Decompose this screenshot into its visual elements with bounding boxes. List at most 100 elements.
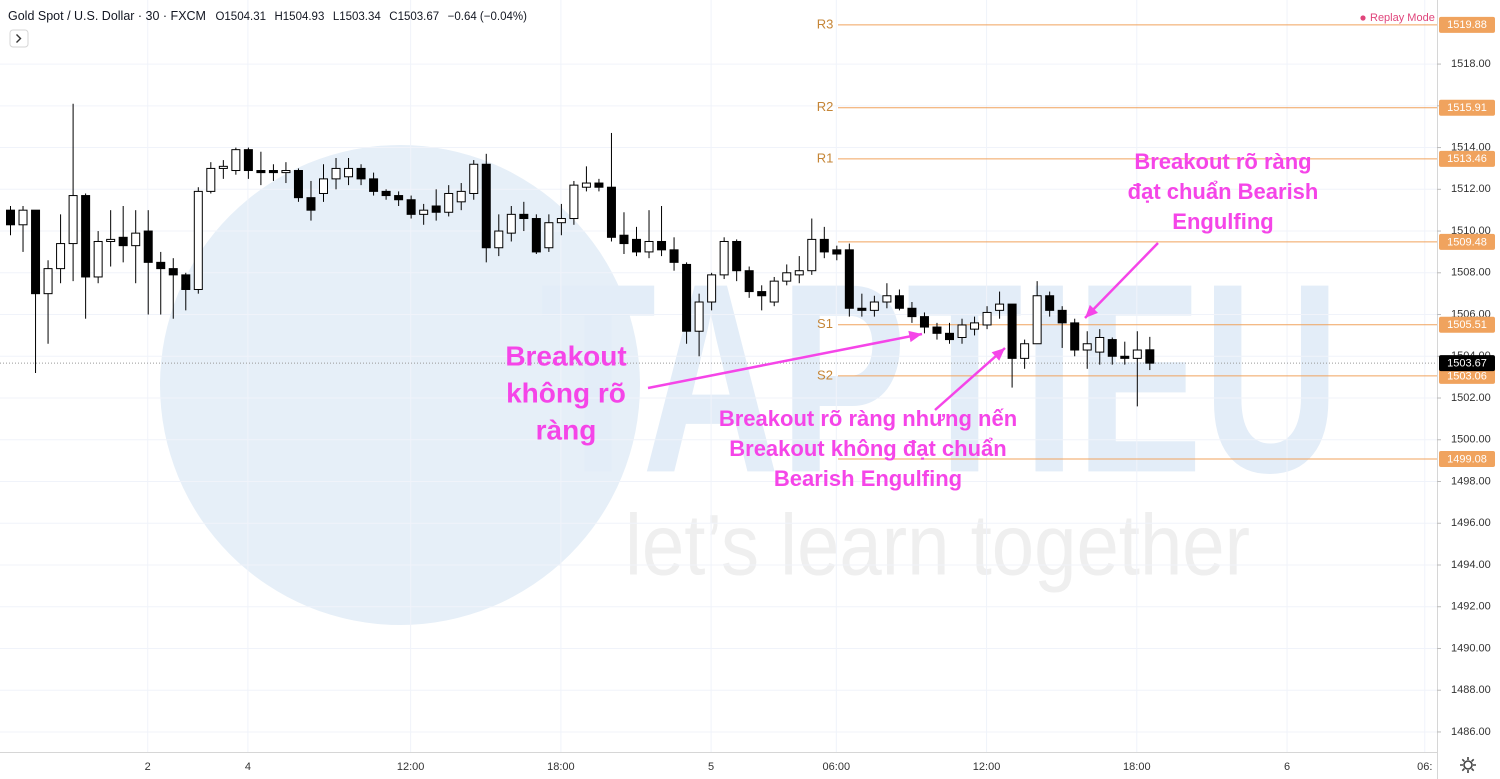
candle-body bbox=[606, 186, 616, 238]
x-tick-label: 18:00 bbox=[1123, 761, 1151, 773]
candle-body bbox=[569, 184, 579, 220]
collapse-button[interactable] bbox=[9, 29, 29, 48]
symbol-title: Gold Spot / U.S. Dollar · 30 · FXCM bbox=[8, 9, 206, 23]
candle-body bbox=[769, 280, 779, 303]
candle-body bbox=[957, 324, 967, 338]
x-tick-label: 5 bbox=[708, 761, 714, 773]
annotation-arrowhead bbox=[908, 330, 922, 343]
candle-body bbox=[832, 249, 842, 255]
level-price-label: 1513.46 bbox=[1447, 153, 1487, 165]
candle-body bbox=[256, 170, 266, 174]
ohlc-high: H1504.93 bbox=[274, 11, 324, 23]
level-price-tag bbox=[1439, 150, 1495, 167]
candle-body bbox=[1057, 309, 1067, 324]
candles bbox=[6, 103, 1155, 407]
annotation-text: Bearish Engulfing bbox=[774, 466, 962, 491]
candle-body bbox=[344, 167, 354, 178]
candle-body bbox=[657, 240, 667, 251]
candle-body bbox=[506, 213, 516, 234]
candle-body bbox=[31, 209, 41, 295]
y-tick-label: 1502.00 bbox=[1451, 392, 1491, 404]
annotation-arrowhead bbox=[991, 348, 1005, 361]
level-label: R1 bbox=[817, 150, 834, 165]
candle-body bbox=[394, 195, 404, 201]
candle-body bbox=[193, 190, 203, 290]
annotation-text: Engulfing bbox=[1172, 209, 1273, 234]
candle-body bbox=[757, 291, 767, 297]
candle-body bbox=[782, 272, 792, 282]
candle-body bbox=[131, 232, 141, 247]
level-price-tag bbox=[1439, 316, 1495, 333]
y-tick-label: 1496.00 bbox=[1451, 517, 1491, 529]
candle-body bbox=[331, 167, 341, 180]
pivot-levels: R3 R2 R1 S1 S2 bbox=[0, 16, 1437, 460]
x-tick-label: 4 bbox=[245, 761, 251, 773]
candle-body bbox=[819, 238, 829, 253]
annotations: Breakout không rõ ràng Breakout rõ ràng như… bbox=[505, 149, 1318, 491]
grid bbox=[0, 0, 1437, 752]
candle-body bbox=[581, 182, 591, 188]
candle-body bbox=[43, 268, 53, 295]
x-tick-label: 12:00 bbox=[397, 761, 425, 773]
candle-body bbox=[481, 163, 491, 249]
candle-body bbox=[231, 149, 241, 172]
annotation-arrow bbox=[1084, 242, 1159, 319]
time-axis: 2 4 12:00 18:00 5 06:00 12:00 18:00 6 06: bbox=[145, 761, 1433, 773]
candle-body bbox=[1132, 349, 1142, 359]
candle-body bbox=[181, 274, 191, 290]
candle-body bbox=[1082, 343, 1092, 351]
candle-body bbox=[807, 238, 817, 272]
candle-body bbox=[306, 197, 316, 211]
level-label: S2 bbox=[817, 367, 833, 382]
candle-body bbox=[168, 268, 178, 276]
y-tick-label: 1512.00 bbox=[1451, 183, 1491, 195]
candle-body bbox=[293, 170, 303, 199]
last-price-label: 1503.67 bbox=[1447, 358, 1487, 370]
candle-body bbox=[381, 190, 391, 197]
candle-body bbox=[1032, 295, 1042, 345]
candle-body bbox=[995, 303, 1005, 311]
y-tick-label: 1490.00 bbox=[1451, 642, 1491, 654]
candle-body bbox=[406, 199, 416, 215]
candle-body bbox=[732, 240, 742, 272]
x-tick-label: 6 bbox=[1284, 761, 1290, 773]
candle-body bbox=[1070, 322, 1080, 351]
settings-icon[interactable] bbox=[1460, 757, 1476, 773]
level-price-tag bbox=[1439, 99, 1495, 116]
annotation-text: Breakout rõ ràng bbox=[1134, 149, 1311, 174]
annotation-text: ràng bbox=[536, 414, 597, 445]
candle-body bbox=[118, 236, 128, 247]
level-price-label: 1509.48 bbox=[1447, 236, 1487, 248]
annotation-text: Breakout bbox=[505, 340, 626, 371]
candle-body bbox=[1120, 355, 1130, 359]
watermark-slogan: let’s learn together bbox=[625, 498, 1250, 594]
level-label: R2 bbox=[817, 99, 834, 114]
x-tick-label: 06:00 bbox=[823, 761, 851, 773]
candle-body bbox=[93, 240, 103, 278]
annotation-text: Breakout không đạt chuẩn bbox=[729, 436, 1006, 461]
y-tick-label: 1492.00 bbox=[1451, 601, 1491, 613]
level-price-tag bbox=[1439, 450, 1495, 467]
x-tick-label: 18:00 bbox=[547, 761, 575, 773]
candle-body bbox=[456, 190, 466, 203]
candle-body bbox=[1107, 339, 1117, 357]
candle-body bbox=[469, 163, 479, 194]
button-frame[interactable] bbox=[9, 29, 29, 48]
candle-body bbox=[243, 149, 253, 172]
y-tick-label: 1518.00 bbox=[1451, 58, 1491, 70]
x-tick-label: 2 bbox=[145, 761, 151, 773]
candle-body bbox=[844, 249, 854, 309]
candle-body bbox=[594, 182, 604, 188]
candle-body bbox=[919, 316, 929, 328]
y-tick-label: 1486.00 bbox=[1451, 726, 1491, 738]
level-price-tag bbox=[1439, 16, 1495, 33]
replay-mode[interactable]: Replay Mode bbox=[1370, 12, 1435, 24]
candle-body bbox=[444, 192, 454, 213]
candle-body bbox=[1007, 303, 1017, 359]
candle-body bbox=[1020, 343, 1030, 359]
candle-body bbox=[143, 230, 153, 263]
candle-body bbox=[882, 295, 892, 303]
annotation-arrowhead bbox=[1085, 304, 1099, 318]
level-price-label: 1505.51 bbox=[1447, 319, 1487, 331]
